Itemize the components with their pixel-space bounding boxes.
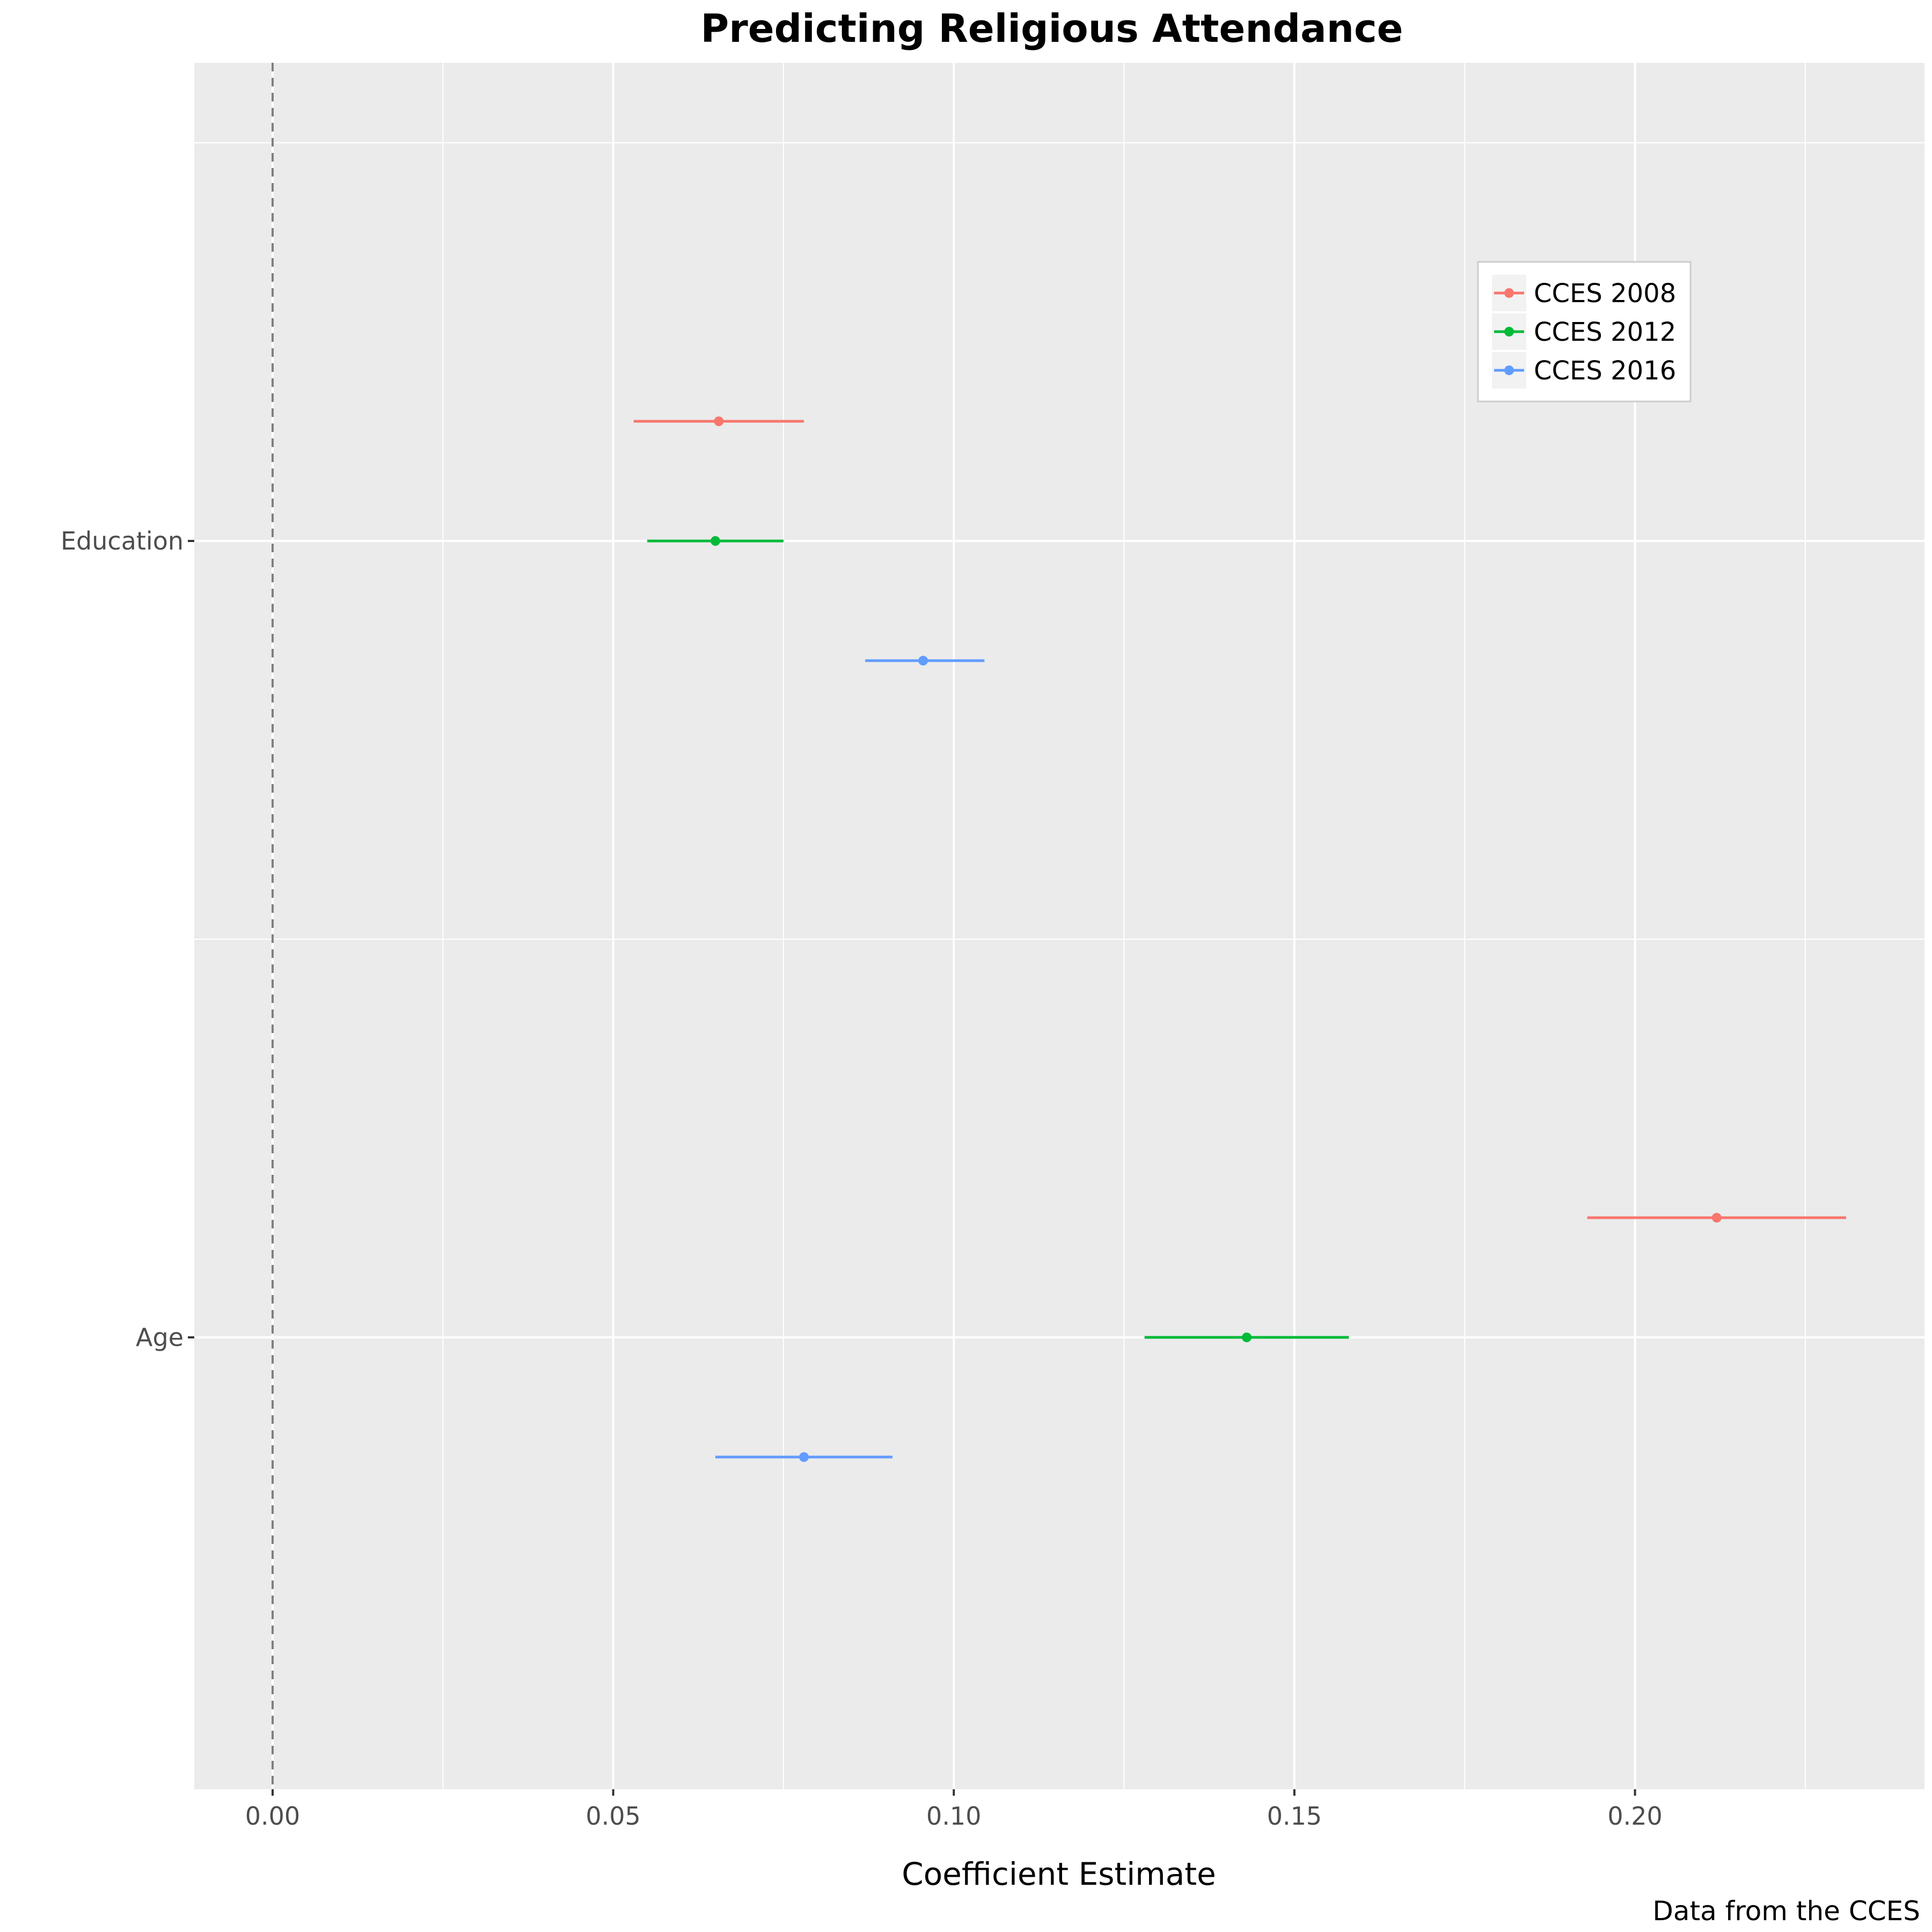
chart-title: Predicting Religious Attendance <box>700 6 1403 51</box>
estimate-point <box>1711 1213 1722 1223</box>
estimate-point <box>918 656 928 665</box>
legend-key-point <box>1504 327 1514 336</box>
x-tick-label: 0.20 <box>1607 1802 1662 1831</box>
legend: CCES 2008 CCES 2012 CCES 2016 <box>1477 261 1692 402</box>
caption: Data from the CCES <box>1652 1896 1920 1927</box>
y-tick-label: Age <box>136 1323 184 1352</box>
x-axis: 0.00 0.05 0.10 0.15 0.20 <box>245 1789 1663 1831</box>
estimate-point <box>711 536 721 546</box>
y-axis: Education Age <box>61 526 194 1352</box>
y-tick-label: Education <box>61 526 184 555</box>
estimate-point <box>1242 1333 1252 1342</box>
x-tick-label: 0.00 <box>245 1802 300 1831</box>
x-tick-label: 0.10 <box>926 1802 981 1831</box>
legend-label: CCES 2012 <box>1534 317 1676 347</box>
legend-key-point <box>1504 288 1514 298</box>
grid-minor <box>194 63 1924 1789</box>
estimate-point <box>799 1452 809 1462</box>
legend-label: CCES 2016 <box>1534 356 1676 386</box>
legend-key-point <box>1504 365 1514 375</box>
x-tick-label: 0.05 <box>586 1802 640 1831</box>
error-bars-and-points <box>633 416 1847 1462</box>
x-axis-title: Coefficient Estimate <box>902 1856 1216 1892</box>
x-tick-label: 0.15 <box>1267 1802 1322 1831</box>
legend-label: CCES 2008 <box>1534 279 1676 309</box>
estimate-point <box>714 416 724 426</box>
